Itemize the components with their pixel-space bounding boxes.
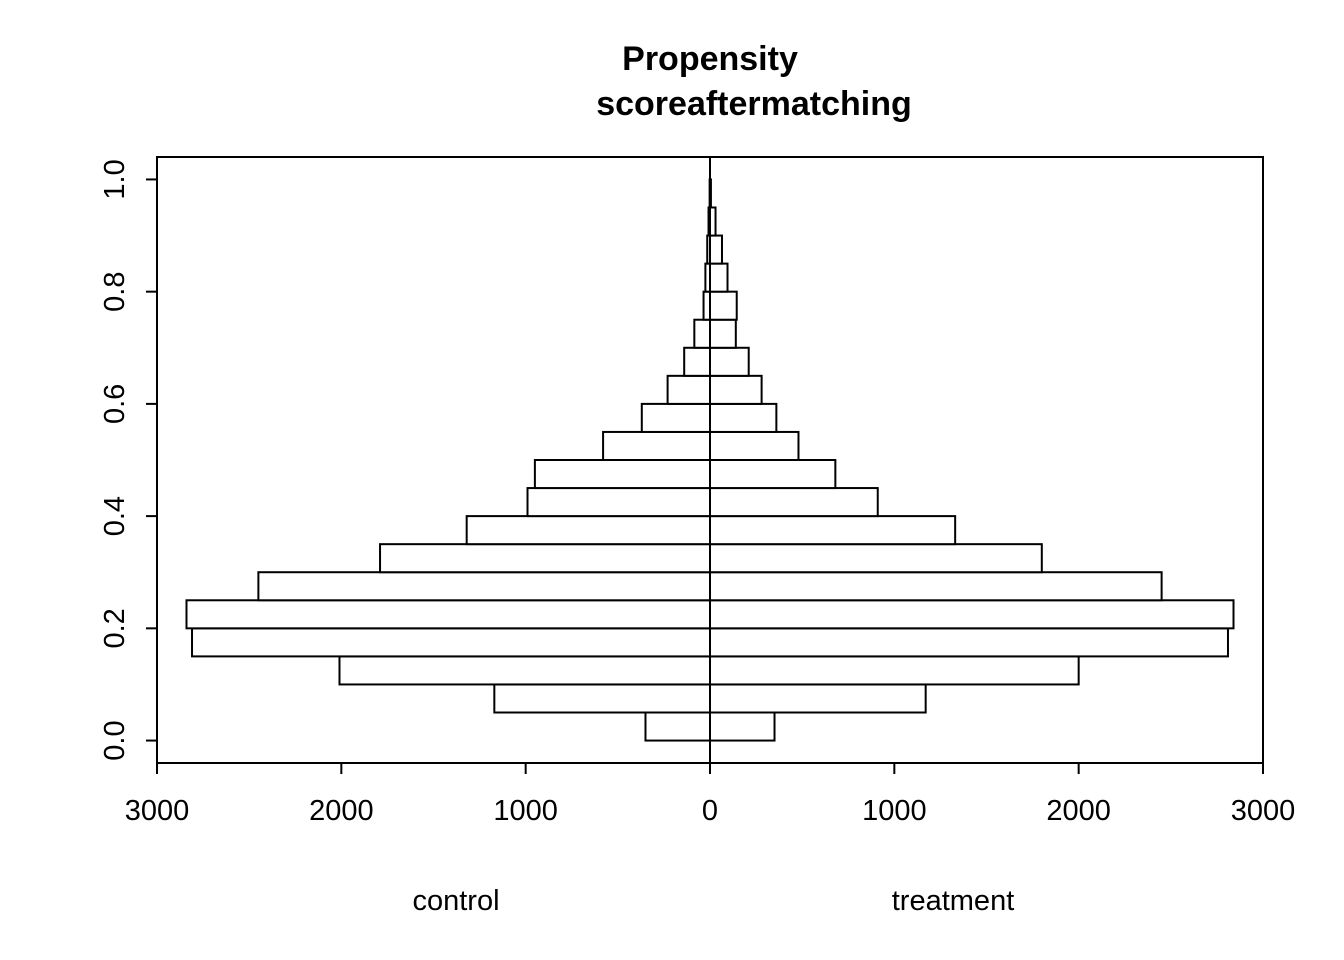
treatment-bar-7 xyxy=(709,515,957,546)
treatment-bar-5 xyxy=(709,571,1163,602)
treatment-bar-16 xyxy=(709,262,729,293)
bars-layer xyxy=(185,157,1235,763)
treatment-bar-6 xyxy=(709,543,1043,574)
y-tick-label-1: 0.2 xyxy=(99,608,131,648)
treatment-group-label: treatment xyxy=(892,885,1015,917)
control-bar-0 xyxy=(644,711,712,742)
chart-title-line-2: scoreaftermatching xyxy=(596,85,912,123)
control-bar-8 xyxy=(526,487,712,518)
control-bar-14 xyxy=(693,318,711,349)
control-bar-5 xyxy=(257,571,711,602)
treatment-bar-4 xyxy=(709,599,1235,630)
control-bar-13 xyxy=(683,346,712,377)
treatment-bar-8 xyxy=(709,487,879,518)
x-tick-label-4: 1000 xyxy=(862,795,927,827)
control-group-label: control xyxy=(412,885,499,917)
control-bar-1 xyxy=(493,683,711,714)
treatment-bar-14 xyxy=(709,318,737,349)
y-tick-label-5: 1.0 xyxy=(99,159,131,199)
x-tick-label-0: 3000 xyxy=(125,795,190,827)
control-bar-7 xyxy=(465,515,711,546)
chart-title-line-1: Propensity xyxy=(622,40,798,78)
control-bar-12 xyxy=(666,374,711,405)
treatment-bar-9 xyxy=(709,459,837,490)
treatment-bar-3 xyxy=(709,627,1229,658)
treatment-bar-11 xyxy=(709,402,778,433)
y-tick-label-2: 0.4 xyxy=(99,496,131,536)
control-bar-2 xyxy=(338,655,711,686)
control-bar-3 xyxy=(191,627,712,658)
treatment-bar-10 xyxy=(709,430,800,462)
control-bar-11 xyxy=(640,402,712,433)
treatment-bar-15 xyxy=(709,290,738,321)
x-tick-label-6: 3000 xyxy=(1231,795,1296,827)
y-tick-label-0: 0.0 xyxy=(99,720,131,760)
treatment-bar-12 xyxy=(709,374,763,405)
control-bar-6 xyxy=(379,543,711,574)
treatment-bar-13 xyxy=(709,346,750,377)
treatment-bar-0 xyxy=(709,711,776,742)
treatment-bar-1 xyxy=(709,683,927,714)
axes-layer: 3000 2000 1000 0 1000 2000 3000 0.0 0.2 0.4 0.6 0.8… xyxy=(99,159,1295,827)
control-bar-4 xyxy=(185,599,711,630)
control-bar-10 xyxy=(602,430,711,462)
plot-frame xyxy=(156,156,1264,764)
x-tick-label-3: 0 xyxy=(702,795,718,827)
treatment-bar-2 xyxy=(709,655,1080,686)
y-tick-label-4: 0.8 xyxy=(99,272,131,312)
control-bar-9 xyxy=(533,459,712,490)
x-tick-label-2: 1000 xyxy=(493,795,558,827)
x-tick-label-1: 2000 xyxy=(309,795,374,827)
x-tick-label-5: 2000 xyxy=(1046,795,1111,827)
y-tick-label-3: 0.6 xyxy=(99,384,131,424)
treatment-bar-17 xyxy=(709,234,723,265)
